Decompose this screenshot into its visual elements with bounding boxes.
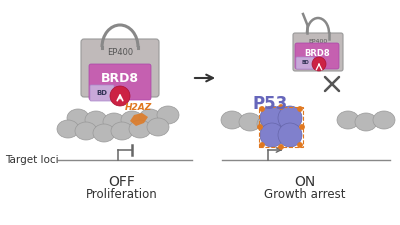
FancyBboxPatch shape (89, 64, 151, 100)
Circle shape (260, 123, 284, 147)
FancyBboxPatch shape (90, 85, 114, 101)
Circle shape (110, 86, 130, 106)
Ellipse shape (129, 120, 151, 138)
Ellipse shape (239, 113, 261, 131)
FancyBboxPatch shape (295, 43, 339, 69)
Ellipse shape (257, 115, 279, 133)
Bar (259, 107, 303, 147)
FancyBboxPatch shape (81, 39, 159, 97)
Text: ON: ON (294, 175, 316, 189)
Text: Growth arrest: Growth arrest (264, 188, 346, 201)
Ellipse shape (157, 106, 179, 124)
Text: BD: BD (301, 61, 309, 65)
Ellipse shape (139, 109, 161, 127)
Text: BRD8: BRD8 (304, 50, 330, 58)
Circle shape (278, 123, 302, 147)
Ellipse shape (337, 111, 359, 129)
Ellipse shape (221, 111, 243, 129)
Text: OFF: OFF (108, 175, 136, 189)
Ellipse shape (147, 118, 169, 136)
Circle shape (298, 106, 302, 112)
Text: Target loci: Target loci (5, 155, 59, 165)
Ellipse shape (103, 113, 125, 131)
Circle shape (260, 106, 284, 130)
Circle shape (300, 124, 304, 130)
Ellipse shape (121, 111, 143, 129)
Ellipse shape (85, 111, 107, 129)
Circle shape (278, 144, 284, 149)
FancyBboxPatch shape (293, 33, 343, 71)
Ellipse shape (373, 111, 395, 129)
Circle shape (260, 142, 264, 148)
Text: Proliferation: Proliferation (86, 188, 158, 201)
FancyBboxPatch shape (296, 57, 314, 69)
Ellipse shape (93, 124, 115, 142)
Circle shape (258, 124, 262, 130)
Ellipse shape (355, 113, 377, 131)
Ellipse shape (67, 109, 89, 127)
Text: EP400: EP400 (107, 48, 133, 57)
Circle shape (298, 142, 302, 148)
Text: H2AZ: H2AZ (124, 103, 152, 112)
Circle shape (260, 106, 264, 112)
Text: P53: P53 (253, 95, 288, 113)
Ellipse shape (57, 120, 79, 138)
Circle shape (278, 104, 284, 110)
Circle shape (312, 57, 326, 71)
Ellipse shape (75, 122, 97, 140)
Ellipse shape (111, 122, 133, 140)
Text: BD: BD (96, 90, 108, 96)
Text: BRD8: BRD8 (101, 72, 139, 85)
Text: EP400: EP400 (308, 39, 328, 44)
Circle shape (278, 106, 302, 130)
Polygon shape (130, 113, 148, 126)
